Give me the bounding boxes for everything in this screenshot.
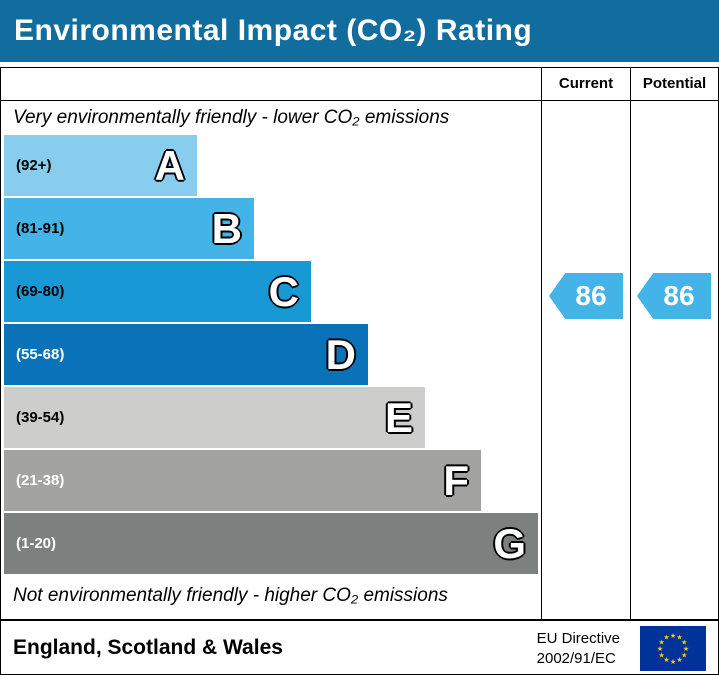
- svg-text:★: ★: [657, 645, 663, 653]
- band-letter: D: [325, 330, 356, 378]
- svg-text:★: ★: [683, 645, 689, 653]
- band-a: (92+) A: [4, 135, 197, 196]
- band-range-label: (92+): [16, 157, 52, 174]
- footer: England, Scotland & Wales EU Directive 2…: [0, 620, 719, 675]
- header-divider: [1, 100, 718, 101]
- potential-rating-value: 86: [663, 280, 695, 311]
- svg-text:★: ★: [676, 656, 682, 664]
- eu-flag-icon: ★ ★ ★ ★ ★ ★ ★ ★ ★ ★ ★ ★: [640, 626, 706, 671]
- band-letter: C: [268, 267, 299, 315]
- band-range-label: (39-54): [16, 409, 65, 426]
- column-divider-potential: [630, 68, 631, 619]
- svg-text:★: ★: [663, 656, 669, 664]
- svg-text:★: ★: [681, 651, 687, 659]
- band-range-label: (55-68): [16, 346, 65, 363]
- band-letter: B: [211, 204, 242, 252]
- svg-text:★: ★: [670, 632, 676, 640]
- page-title: Environmental Impact (CO₂) Rating: [14, 14, 533, 47]
- eu-directive-text: EU Directive 2002/91/EC: [537, 629, 620, 670]
- eu-directive-line-1: EU Directive: [536, 630, 620, 647]
- svg-text:★: ★: [659, 638, 665, 646]
- band-f: (21-38) F: [4, 450, 481, 511]
- band-range-label: (1-20): [16, 535, 57, 552]
- svg-text:★: ★: [670, 658, 676, 666]
- band-range-label: (69-80): [16, 283, 65, 300]
- band-g: (1-20) G: [4, 513, 538, 574]
- band-range-label: (81-91): [16, 220, 65, 237]
- band-letter: F: [443, 456, 469, 504]
- bottom-note: Not environmentally friendly - higher CO…: [13, 585, 448, 606]
- region-label: England, Scotland & Wales: [13, 635, 283, 659]
- svg-text:★: ★: [676, 634, 682, 642]
- band-d: (55-68) D: [4, 324, 368, 385]
- eu-directive-line-2: 2002/91/EC: [536, 650, 616, 668]
- band-letter: G: [493, 519, 526, 567]
- current-rating-arrow: 86: [549, 273, 623, 319]
- title-bar: Environmental Impact (CO₂) Rating: [0, 0, 719, 62]
- top-note: Very environmentally friendly - lower CO…: [13, 107, 450, 128]
- svg-text:★: ★: [663, 634, 669, 642]
- band-e: (39-54) E: [4, 387, 425, 448]
- rating-chart: Current Potential Very environmentally f…: [0, 67, 719, 620]
- current-rating-value: 86: [575, 280, 607, 311]
- band-range-label: (21-38): [16, 472, 65, 489]
- column-divider-current: [541, 68, 542, 619]
- band-b: (81-91) B: [4, 198, 254, 259]
- column-header-potential: Potential: [642, 75, 707, 92]
- svg-text:★: ★: [659, 651, 665, 659]
- column-header-current: Current: [558, 75, 614, 92]
- band-letter: A: [154, 141, 185, 189]
- band-c: (69-80) C: [4, 261, 311, 322]
- potential-rating-arrow: 86: [637, 273, 711, 319]
- svg-text:★: ★: [681, 638, 687, 646]
- band-letter: E: [384, 393, 413, 441]
